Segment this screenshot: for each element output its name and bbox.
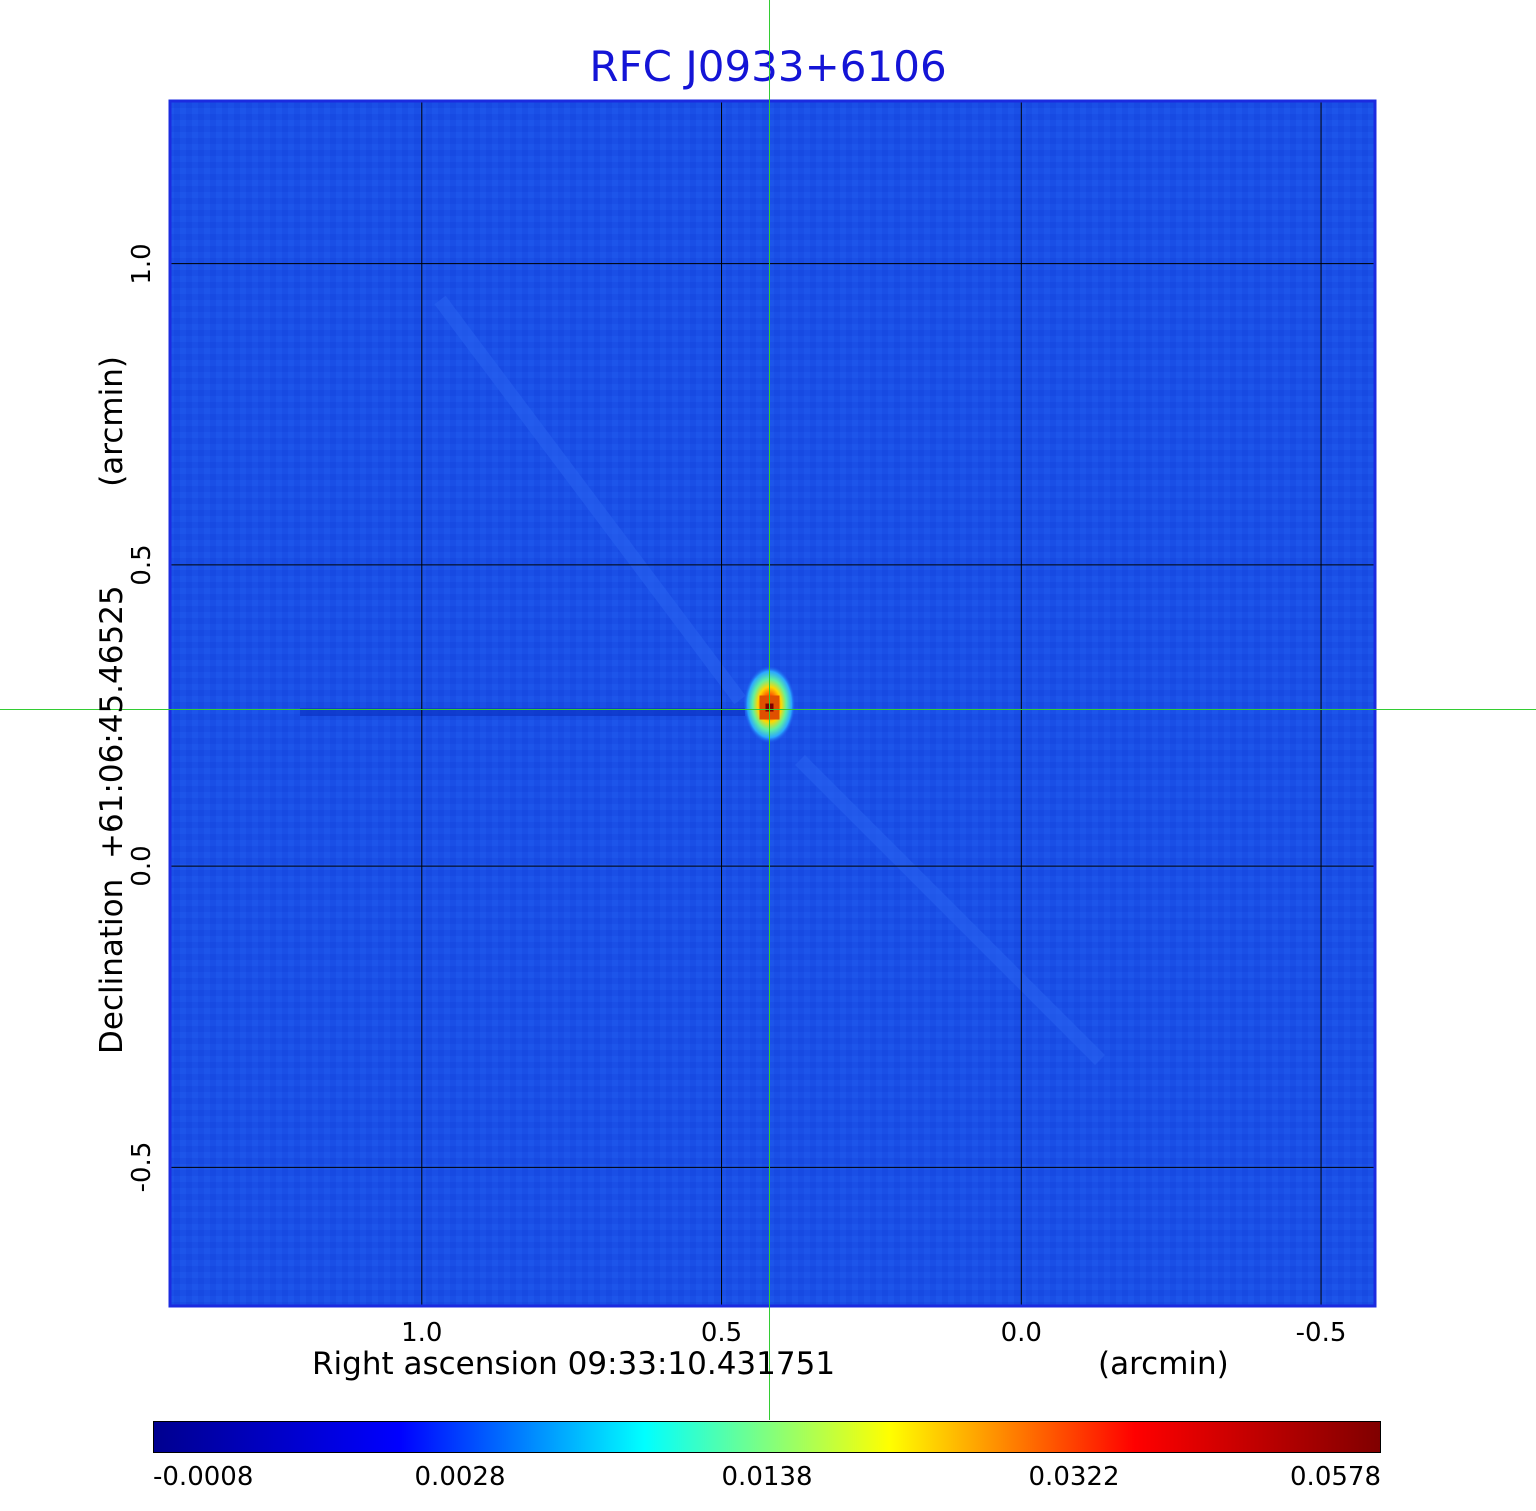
x-axis-label: Right ascension 09:33:10.431751 bbox=[312, 1346, 836, 1382]
y-axis-unit: (arcmin) bbox=[94, 356, 130, 487]
y-tick-label: 1.0 bbox=[127, 242, 157, 285]
colorbar-tick-label: -0.0008 bbox=[153, 1462, 254, 1492]
colorbar-tick-label: 0.0578 bbox=[1290, 1462, 1381, 1492]
x-tick-label: 0.5 bbox=[700, 1318, 743, 1348]
x-axis-unit: (arcmin) bbox=[1098, 1346, 1229, 1382]
y-axis-label: Declination +61:06:45.46525 (arcmin) bbox=[94, 356, 130, 1054]
colorbar-tick-label: 0.0322 bbox=[1028, 1462, 1120, 1492]
map-frame bbox=[168, 99, 1377, 1308]
y-tick-label: 0.5 bbox=[127, 544, 157, 586]
chart-plot bbox=[0, 0, 1536, 1420]
chart-title: RFC J0933+6106 bbox=[589, 42, 947, 91]
colorbar-tick-label: 0.0138 bbox=[721, 1462, 813, 1492]
grid bbox=[170, 101, 1375, 1306]
x-tick-label: 0.0 bbox=[1000, 1318, 1042, 1348]
streak-2 bbox=[795, 755, 1105, 1065]
y-tick-label: -0.5 bbox=[127, 1142, 157, 1193]
x-tick-label: 1.0 bbox=[401, 1318, 443, 1348]
x-tick-label: -0.5 bbox=[1295, 1318, 1347, 1348]
y-tick-label: 0.0 bbox=[127, 845, 157, 887]
colorbar bbox=[153, 1421, 1381, 1453]
y-axis-label-text: Declination +61:06:45.46525 bbox=[94, 585, 130, 1054]
streak-1 bbox=[434, 295, 746, 705]
colorbar-tick-label: 0.0028 bbox=[414, 1462, 506, 1492]
